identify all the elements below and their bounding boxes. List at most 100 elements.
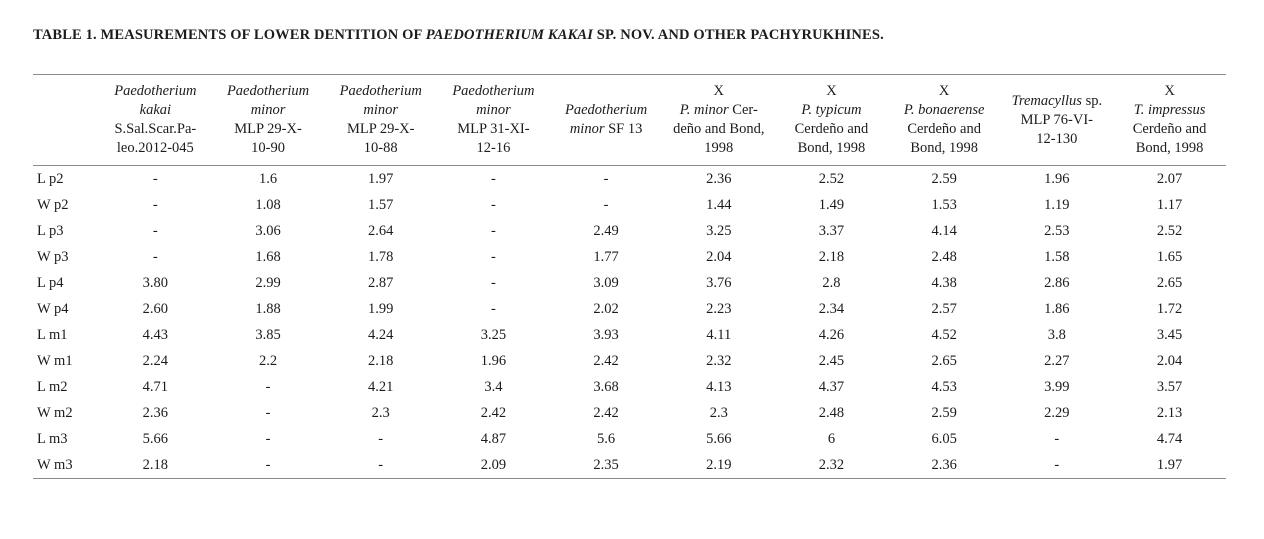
text-segment: Cer- [728, 102, 758, 118]
taxon-name-segment: minor [569, 121, 609, 137]
row-label: L p4 [37, 275, 64, 291]
column-header-x-p-bonaerense-cerdeno-bond-1998: X P. bonaerense Cerdeño and Bond, 1998 [888, 75, 1001, 166]
measurement-cell: - [1054, 431, 1060, 447]
row-label: L p3 [37, 223, 64, 239]
table-row: W p2 - 1.08 1.57 - - 1.44 1.49 1.53 1.19 1.17 [33, 192, 1226, 218]
measurement-cell: 1.65 [1156, 249, 1183, 265]
column-header-paedotherium-minor-mlp-29-x-10-90: Paedotherium minor MLP 29-X- 10-90 [212, 75, 325, 166]
header-line: 12-16 [439, 139, 548, 158]
measurement-cell: 2.35 [593, 457, 619, 473]
measurement-cell: 2.36 [931, 457, 957, 473]
text-segment: MLP 76-VI- [1020, 111, 1094, 128]
measurement-cell: 2.49 [593, 223, 619, 239]
header-line: Paedotherium [326, 82, 435, 101]
measurement-cell: - [378, 431, 384, 447]
measurement-cell: 4.71 [142, 379, 169, 395]
header-line: Tremacyllus sp. [1003, 92, 1112, 111]
measurement-cell: 2.29 [1044, 405, 1070, 421]
text-segment: MLP 29-X- [234, 121, 302, 137]
measurement-cell: - [1054, 457, 1060, 473]
measurement-cell: 2.32 [818, 457, 845, 473]
text-segment: 12-16 [476, 140, 511, 156]
table-row: L m1 4.43 3.85 4.24 3.25 3.93 4.11 4.26 4.52 3.8 3… [33, 322, 1226, 348]
measurement-cell: 2.3 [709, 405, 728, 421]
measurement-cell: 4.38 [931, 275, 957, 291]
measurement-cell: 2.64 [368, 223, 394, 239]
measurement-cell: - [265, 431, 271, 447]
row-label: W m3 [37, 457, 73, 473]
taxon-name-segment: minor [250, 102, 286, 118]
column-header-paedotherium-minor-mlp-29-x-10-88: Paedotherium minor MLP 29-X- 10-88 [324, 75, 437, 166]
header-line: P. minor Cer- [664, 101, 773, 120]
text-segment: Bond, 1998 [797, 140, 866, 156]
measurement-cell: 2.65 [931, 353, 957, 369]
measurement-cell: 2.52 [1156, 223, 1183, 239]
measurement-cell: 1.17 [1156, 197, 1183, 213]
measurement-cell: 1.97 [1156, 457, 1183, 473]
header-line: X [777, 82, 886, 101]
row-label: L m3 [37, 431, 68, 447]
measurement-cell: 2.36 [142, 405, 169, 421]
measurement-cell: 1.97 [368, 171, 394, 187]
measurement-cell: 4.13 [706, 379, 732, 395]
measurement-cell: - [378, 457, 384, 473]
column-header-tooth-measure [33, 75, 99, 166]
measurement-cell: 3.06 [255, 223, 281, 239]
measurement-cell: 1.99 [368, 301, 394, 317]
text-segment: 10-90 [251, 140, 285, 156]
measurement-cell: - [490, 249, 496, 265]
header-line: 10-88 [326, 139, 435, 158]
measurement-cell: 2.02 [593, 301, 619, 317]
text-segment: leo.2012-045 [116, 140, 194, 156]
taxon-name-segment: minor [476, 102, 511, 118]
measurement-cell: 3.57 [1156, 379, 1183, 395]
measurement-cell: 2.27 [1044, 353, 1070, 369]
text-segment: Bond, 1998 [1135, 140, 1204, 156]
measurement-cell: 2.8 [822, 275, 841, 291]
column-header-tremacyllus-sp-mlp-76-vi-12-130: Tremacyllus sp. MLP 76-VI- 12-130 [1001, 75, 1114, 166]
measurement-cell: - [152, 223, 158, 239]
measurement-cell: - [490, 197, 496, 213]
measurement-cell: 3.68 [593, 379, 619, 395]
text-segment: X [1164, 83, 1175, 99]
table-row: L p3 - 3.06 2.64 - 2.49 3.25 3.37 4.14 2.53 2.52 [33, 218, 1226, 244]
text-segment: sp. [1081, 92, 1103, 109]
measurement-cell: 3.85 [255, 327, 281, 343]
measurement-cell: 2.65 [1156, 275, 1183, 291]
measurement-cell: 2.42 [593, 405, 619, 421]
table-row: L p2 - 1.6 1.97 - - 2.36 2.52 2.59 1.96 2.07 [33, 166, 1226, 193]
measurement-cell: 1.58 [1044, 249, 1070, 265]
table-row: W p4 2.60 1.88 1.99 - 2.02 2.23 2.34 2.57 1.86 1.7… [33, 296, 1226, 322]
taxon-name-segment: Paedotherium [452, 83, 535, 99]
measurement-cell: 3.8 [1047, 327, 1066, 343]
taxon-name-segment: P. minor [679, 102, 729, 118]
measurement-cell: 2.86 [1044, 275, 1070, 291]
column-header-paedotherium-minor-sf-13: Paedotherium minor SF 13 [550, 75, 663, 166]
measurement-cell: 2.36 [706, 171, 732, 187]
text-segment: 12-130 [1036, 130, 1078, 147]
measurement-cell: 3.76 [706, 275, 732, 291]
measurement-cell: 2.18 [142, 457, 169, 473]
measurement-cell: 4.24 [368, 327, 394, 343]
header-line: P. typicum [777, 101, 886, 120]
header-line: P. bonaerense [890, 101, 999, 120]
measurement-cell: - [152, 171, 158, 187]
taxon-name-segment: T. impressus [1133, 102, 1206, 118]
measurement-cell: 1.57 [368, 197, 394, 213]
measurement-cell: 2.19 [706, 457, 732, 473]
measurement-cell: 2.13 [1156, 405, 1183, 421]
taxon-name-segment: Tremacyllus [1011, 92, 1082, 109]
column-header-paedotherium-kakai-ssalscar: Paedotherium kakai S.Sal.Scar.Pa-leo.2012-… [99, 75, 212, 166]
measurement-cell: 5.66 [706, 431, 732, 447]
taxon-name-segment: Paedotherium [565, 102, 648, 118]
text-segment: S.Sal.Scar.Pa- [114, 121, 197, 137]
table-row: W m3 2.18 - - 2.09 2.35 2.19 2.32 2.36 - 1.97 [33, 452, 1226, 479]
text-segment: MLP 31-XI- [457, 121, 530, 137]
text-segment: Bond, 1998 [910, 140, 978, 156]
column-header-x-p-minor-cerdeno-bond-1998: X P. minor Cer-deño and Bond, 1998 [662, 75, 775, 166]
measurement-cell: 2.59 [931, 171, 957, 187]
measurement-cell: 2.34 [818, 301, 845, 317]
measurement-cell: - [152, 249, 158, 265]
measurement-cell: - [265, 379, 271, 395]
measurement-cell: 2.60 [142, 301, 169, 317]
